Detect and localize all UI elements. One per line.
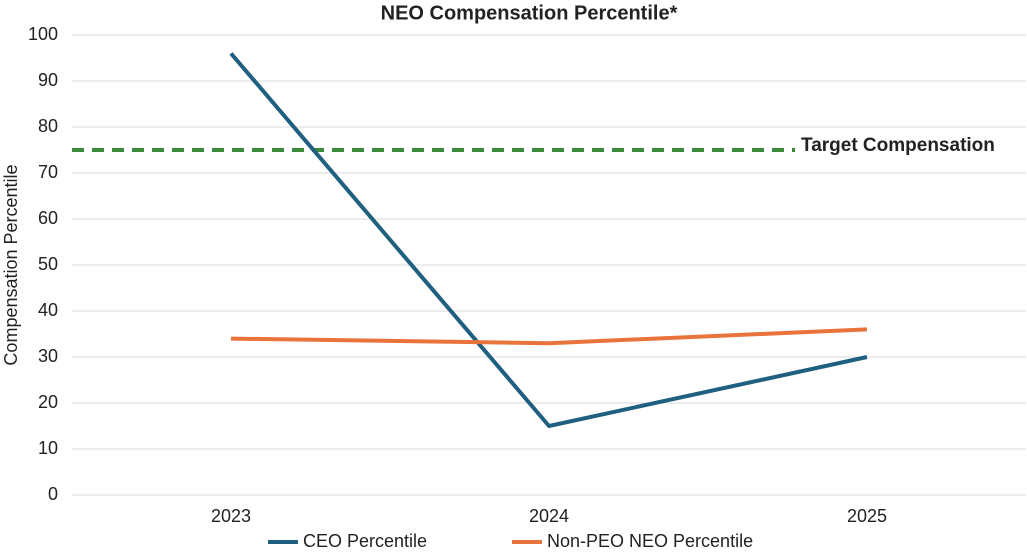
series-line bbox=[230, 327, 868, 346]
legend-label: Non-PEO NEO Percentile bbox=[547, 531, 753, 551]
y-tick-label: 90 bbox=[38, 70, 58, 90]
y-tick-label: 70 bbox=[38, 162, 58, 182]
x-tick-label: 2025 bbox=[847, 506, 887, 526]
y-tick-label: 20 bbox=[38, 392, 58, 412]
y-tick-label: 10 bbox=[38, 438, 58, 458]
y-axis-label: Compensation Percentile bbox=[1, 164, 21, 365]
x-tick-label: 2024 bbox=[529, 506, 569, 526]
legend-label: CEO Percentile bbox=[303, 531, 427, 551]
reference-label: Target Compensation bbox=[801, 135, 995, 156]
chart-title: NEO Compensation Percentile* bbox=[381, 2, 678, 24]
y-tick-label: 30 bbox=[38, 346, 58, 366]
y-tick-label: 40 bbox=[38, 300, 58, 320]
series-line bbox=[229, 52, 868, 428]
y-tick-label: 100 bbox=[28, 24, 58, 44]
y-tick-label: 60 bbox=[38, 208, 58, 228]
y-tick-label: 0 bbox=[48, 484, 58, 504]
y-tick-label: 80 bbox=[38, 116, 58, 136]
x-tick-label: 2023 bbox=[211, 506, 251, 526]
y-tick-label: 50 bbox=[38, 254, 58, 274]
